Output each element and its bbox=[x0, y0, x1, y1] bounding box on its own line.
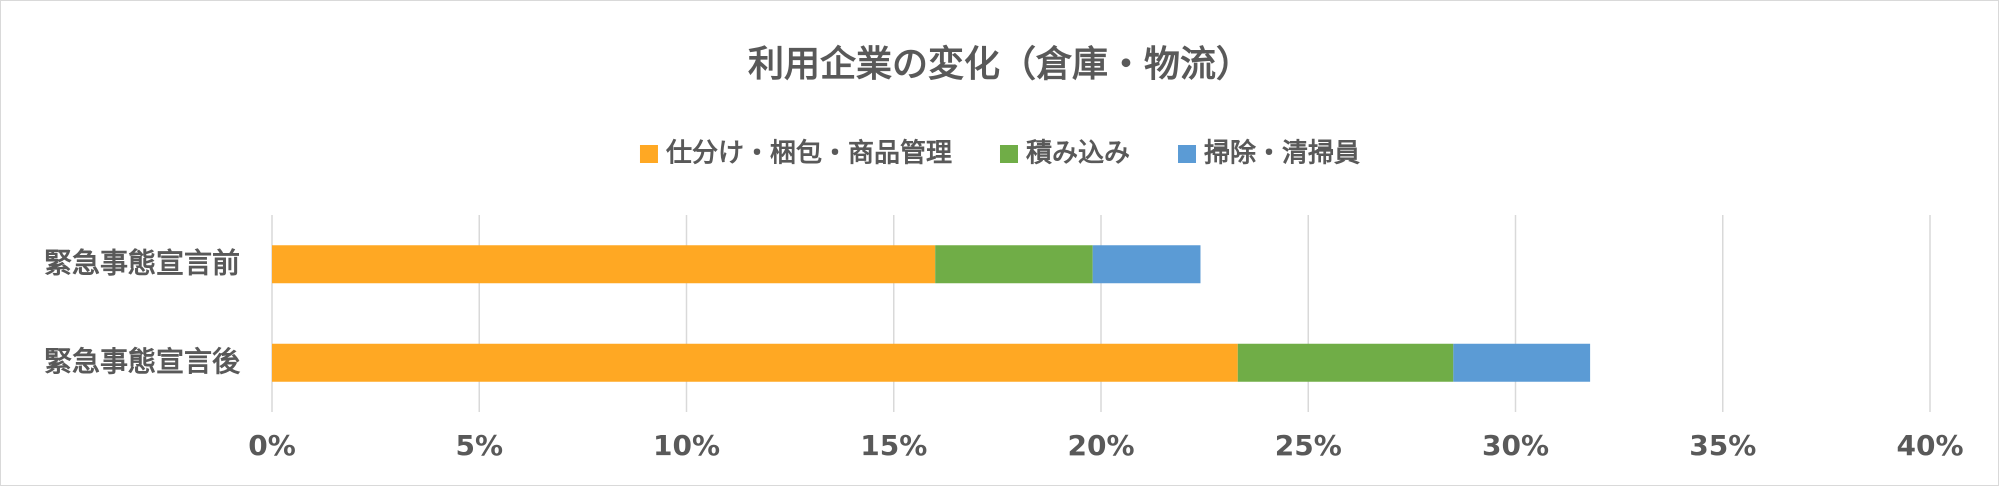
legend-label: 仕分け・梱包・商品管理 bbox=[665, 138, 952, 169]
x-tick-label: 30% bbox=[1482, 429, 1549, 462]
x-tick-label: 25% bbox=[1275, 429, 1342, 462]
bar-segment bbox=[272, 245, 936, 284]
y-tick-label: 緊急事態宣言前 bbox=[44, 246, 240, 279]
legend-label: 積み込み bbox=[1026, 139, 1130, 169]
bar-segment bbox=[1453, 343, 1591, 382]
chart-title: 利用企業の変化（倉庫・物流） bbox=[748, 43, 1252, 85]
x-tick-label: 5% bbox=[455, 429, 503, 462]
legend-swatch bbox=[639, 145, 658, 163]
y-tick-label: 緊急事態宣言後 bbox=[44, 345, 241, 378]
bar-segment bbox=[1092, 245, 1201, 284]
x-tick-label: 35% bbox=[1689, 429, 1756, 462]
x-tick-label: 0% bbox=[248, 429, 296, 462]
legend-swatch bbox=[1178, 145, 1197, 163]
x-tick-label: 10% bbox=[653, 429, 720, 462]
legend-label: 掃除・清掃員 bbox=[1204, 138, 1360, 169]
bar-segment bbox=[935, 245, 1093, 284]
x-tick-label: 40% bbox=[1896, 429, 1963, 462]
bar-segment bbox=[272, 343, 1238, 382]
bar-segment bbox=[1237, 343, 1454, 382]
legend-swatch bbox=[999, 145, 1018, 163]
x-tick-label: 20% bbox=[1067, 429, 1134, 462]
x-tick-label: 15% bbox=[860, 429, 927, 462]
